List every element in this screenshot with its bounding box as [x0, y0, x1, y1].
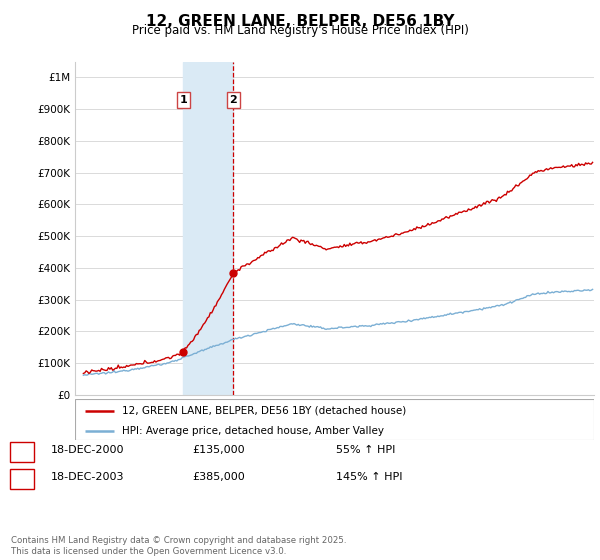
Text: £135,000: £135,000 [192, 445, 245, 455]
Text: 145% ↑ HPI: 145% ↑ HPI [336, 472, 403, 482]
Text: £385,000: £385,000 [192, 472, 245, 482]
Text: 2: 2 [230, 95, 237, 105]
Text: 18-DEC-2003: 18-DEC-2003 [51, 472, 125, 482]
Text: 12, GREEN LANE, BELPER, DE56 1BY: 12, GREEN LANE, BELPER, DE56 1BY [146, 14, 454, 29]
Text: 1: 1 [19, 445, 26, 455]
Text: 18-DEC-2000: 18-DEC-2000 [51, 445, 125, 455]
Text: Contains HM Land Registry data © Crown copyright and database right 2025.
This d: Contains HM Land Registry data © Crown c… [11, 536, 346, 556]
Text: 1: 1 [179, 95, 187, 105]
Text: 2: 2 [19, 472, 26, 482]
Bar [183, 62, 233, 395]
Text: 12, GREEN LANE, BELPER, DE56 1BY (detached house): 12, GREEN LANE, BELPER, DE56 1BY (detach… [122, 405, 406, 416]
Text: HPI: Average price, detached house, Amber Valley: HPI: Average price, detached house, Ambe… [122, 426, 384, 436]
Text: Price paid vs. HM Land Registry's House Price Index (HPI): Price paid vs. HM Land Registry's House … [131, 24, 469, 37]
Text: 55% ↑ HPI: 55% ↑ HPI [336, 445, 395, 455]
